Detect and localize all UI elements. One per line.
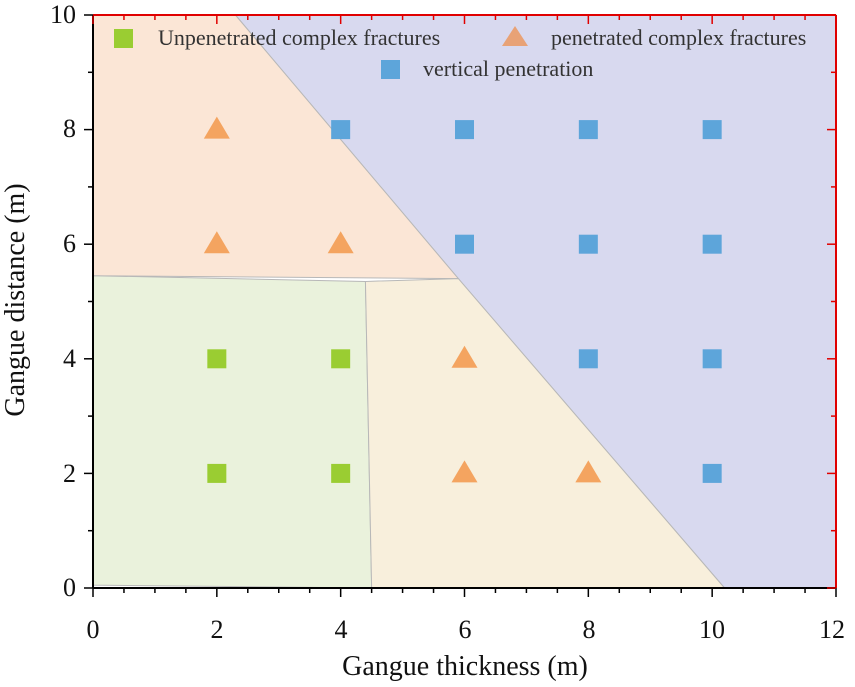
y-tick-label: 8 <box>63 114 76 143</box>
x-tick-label: 4 <box>335 615 348 644</box>
legend-marker-unpenetrated <box>114 29 133 48</box>
penetrated-point <box>451 460 478 483</box>
y-axis-title: Gangue distance (m) <box>0 183 31 416</box>
x-tick-labels: 0 2 4 6 8 10 12 <box>87 615 846 644</box>
unpenetrated-point <box>331 349 351 369</box>
vertical-penetration-point <box>578 120 598 140</box>
ticks <box>84 14 837 597</box>
unpenetrated-point <box>207 463 227 483</box>
legend-marker-penetrated <box>502 26 528 46</box>
x-tick-label: 10 <box>699 615 725 644</box>
vertical-penetration-point <box>702 234 722 254</box>
y-tick-label: 2 <box>63 459 76 488</box>
penetrated-point <box>451 345 478 368</box>
x-tick-label: 8 <box>583 615 596 644</box>
vertical-penetration-point <box>578 349 598 369</box>
unpenetrated-point <box>207 349 227 369</box>
vertical-penetration-point <box>578 234 598 254</box>
unpenetrated-point <box>331 463 351 483</box>
x-tick-label: 12 <box>819 615 845 644</box>
legend-marker-vertical <box>381 60 400 79</box>
penetrated-point <box>203 231 230 254</box>
vertical-penetration-point <box>331 120 351 140</box>
y-tick-labels: 0 2 4 6 8 10 <box>50 0 76 602</box>
vertical-penetration-point <box>455 120 474 140</box>
x-axis-title: Gangue thickness (m) <box>342 651 588 682</box>
y-tick-label: 6 <box>63 229 76 258</box>
penetrated-point <box>203 116 230 139</box>
vertical-penetration-point <box>702 120 722 140</box>
region-layer <box>92 14 837 589</box>
penetrated-point <box>575 460 602 483</box>
legend: Unpenetrated complex fractures penetrate… <box>114 25 806 81</box>
penetrated-point <box>327 231 354 254</box>
legend-label-vertical: vertical penetration <box>423 56 593 81</box>
x-tick-label: 0 <box>87 615 100 644</box>
vertical-penetration-point <box>455 234 474 254</box>
legend-label-unpenetrated: Unpenetrated complex fractures <box>158 25 440 50</box>
y-tick-label: 10 <box>50 0 76 29</box>
y-tick-label: 0 <box>63 573 76 602</box>
data-points <box>203 116 722 483</box>
x-tick-label: 6 <box>459 615 472 644</box>
x-tick-label: 2 <box>211 615 224 644</box>
vertical-penetration-point <box>702 463 722 483</box>
y-tick-label: 4 <box>63 344 76 373</box>
legend-label-penetrated: penetrated complex fractures <box>551 25 806 50</box>
vertical-penetration-point <box>702 349 722 369</box>
unpenetrated-region <box>92 275 373 589</box>
